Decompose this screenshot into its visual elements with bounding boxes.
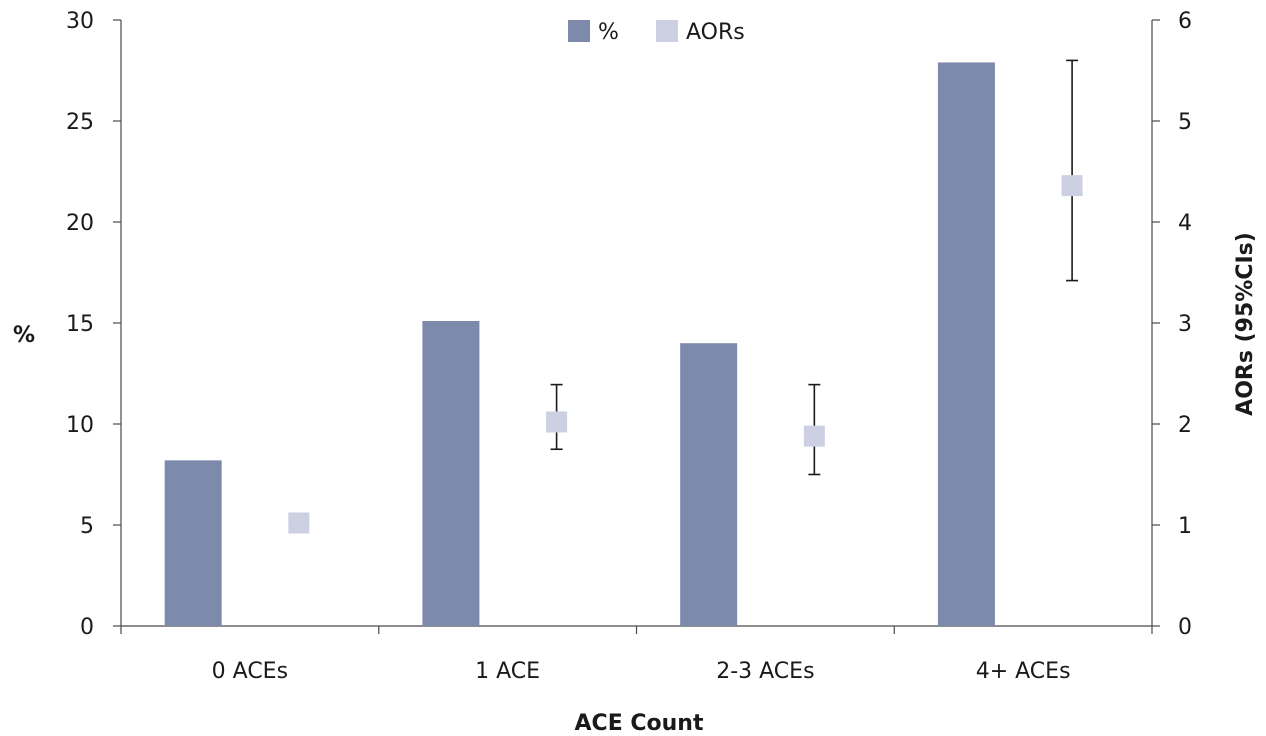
legend-swatch-aors: [656, 20, 678, 42]
y-left-tick-label: 0: [80, 615, 94, 640]
legend-label-aors: AORs: [686, 20, 745, 45]
legend-label-percent: %: [598, 20, 619, 45]
y-right-tick-label: 6: [1178, 9, 1192, 34]
legend: % AORs: [568, 20, 745, 45]
y-right-tick-label: 2: [1178, 413, 1192, 438]
y-right-tick-label: 5: [1178, 110, 1192, 135]
aor-marker: [546, 411, 568, 433]
y-right-tick-label: 3: [1178, 312, 1192, 337]
y-axis-left-title: %: [13, 323, 35, 348]
y-right-tick-label: 0: [1178, 615, 1192, 640]
y-left-tick-label: 20: [66, 211, 94, 236]
bar-percent: [680, 343, 738, 626]
y-right-tick-label: 4: [1178, 211, 1192, 236]
aor-marker: [288, 512, 310, 534]
x-axis-title: ACE Count: [575, 711, 704, 736]
y-left-tick-label: 15: [66, 312, 94, 337]
aor-marker: [803, 425, 825, 447]
y-left-tick-label: 5: [80, 514, 94, 539]
marks: [164, 59, 1083, 627]
bar-percent: [937, 62, 995, 627]
axes: 0 5 10 15 20 25 30 0 1 2 3 4 5 6 0 ACEs 1 ACE 2-3 ACEs 4+…: [66, 9, 1192, 684]
legend-swatch-percent: [568, 20, 590, 42]
x-tick-label: 2-3 ACEs: [716, 659, 814, 684]
y-left-tick-label: 10: [66, 413, 94, 438]
y-left-tick-label: 25: [66, 110, 94, 135]
bar-percent: [164, 460, 222, 626]
x-tick-label: 1 ACE: [475, 659, 540, 684]
bar-percent: [422, 320, 480, 626]
y-left-tick-label: 30: [66, 9, 94, 34]
x-tick-label: 0 ACEs: [212, 659, 288, 684]
aor-marker: [1061, 175, 1083, 197]
y-right-tick-label: 1: [1178, 514, 1192, 539]
y-axis-right-title: AORs (95%CIs): [1233, 232, 1258, 416]
x-tick-label: 4+ ACEs: [976, 659, 1071, 684]
